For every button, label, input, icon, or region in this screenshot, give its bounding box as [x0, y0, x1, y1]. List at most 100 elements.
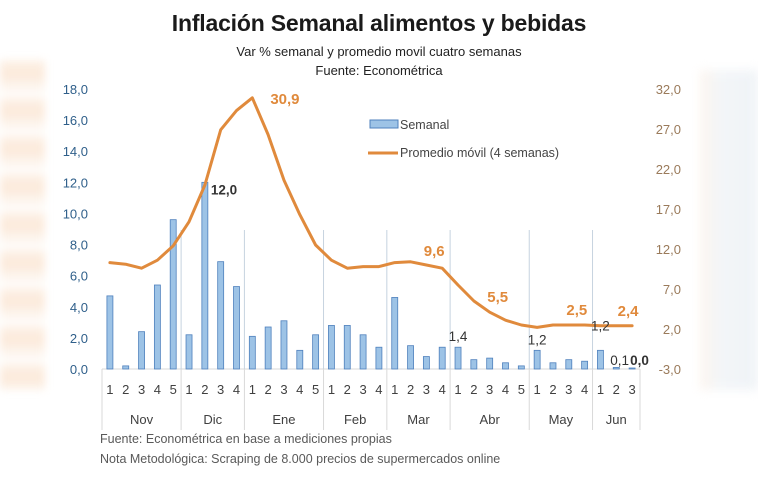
bar-series-semanal [106, 181, 636, 370]
left-axis-tick-label: 8,0 [70, 238, 88, 253]
x-month-label: Feb [344, 412, 366, 427]
left-axis-tick-label: 4,0 [70, 300, 88, 315]
right-axis-tick-label: 17,0 [656, 202, 681, 217]
right-axis-tick-label: 2,0 [663, 322, 681, 337]
bar-data-label: 0,1 [610, 353, 629, 368]
bar-semanal [343, 325, 351, 370]
bar-semanal [217, 261, 225, 370]
x-week-label: 3 [217, 382, 224, 397]
bar-semanal [391, 297, 399, 370]
line-data-label: 9,6 [424, 243, 445, 260]
right-axis-tick-label: -3,0 [659, 362, 681, 377]
left-axis-tick-label: 2,0 [70, 331, 88, 346]
x-week-label: 3 [628, 382, 635, 397]
bar-semanal [138, 331, 145, 370]
right-axis-tick-label: 12,0 [656, 242, 681, 257]
chart-source-line: Fuente: Econométrica [315, 63, 443, 78]
x-week-label: 2 [549, 382, 556, 397]
bar-data-label: 0,0 [630, 353, 649, 368]
right-axis-tick-label: 32,0 [656, 82, 681, 97]
x-week-label: 4 [439, 382, 446, 397]
bar-semanal [502, 362, 509, 370]
line-data-label: 5,5 [487, 289, 508, 306]
x-week-label: 2 [201, 382, 208, 397]
bar-semanal [296, 349, 304, 370]
chart-subtitle: Var % semanal y promedio movil cuatro se… [236, 44, 522, 59]
bar-semanal [359, 334, 367, 370]
x-week-label: 2 [122, 382, 129, 397]
bar-semanal [628, 367, 636, 370]
bar-data-label: 1,4 [449, 329, 468, 344]
legend-label-semanal: Semanal [400, 118, 449, 132]
chart-canvas: 0,02,04,06,08,010,012,014,016,018,0 -3,0… [63, 82, 681, 430]
bar-semanal [106, 295, 114, 370]
x-month-label: Mar [407, 412, 430, 427]
chart-title: Inflación Semanal alimentos y bebidas [171, 10, 587, 36]
bar-semanal [280, 320, 288, 370]
left-axis-tick-label: 16,0 [63, 113, 88, 128]
x-week-label: 3 [486, 382, 493, 397]
line-data-label: 2,4 [618, 303, 640, 320]
x-week-label: 1 [454, 382, 461, 397]
bar-semanal [122, 365, 130, 370]
left-axis-tick-label: 10,0 [63, 206, 88, 221]
x-week-label: 4 [502, 382, 509, 397]
bar-semanal [248, 335, 256, 370]
legend: Semanal Promedio móvil (4 semanas) [368, 118, 559, 160]
x-week-label: 4 [581, 382, 588, 397]
bar-semanal [233, 286, 240, 370]
bar-semanal [533, 349, 541, 370]
legend-swatch-semanal [369, 119, 399, 129]
bar-semanal [264, 326, 272, 370]
x-month-label: Abr [480, 412, 501, 427]
blurred-background-right [700, 70, 758, 390]
bar-semanal [438, 346, 446, 370]
data-labels: 12,0 1,4 1,2 1,2 0,1 0,0 30,9 9,6 5,5 2,5 2,4 [211, 91, 649, 368]
x-week-label: 1 [328, 382, 335, 397]
bar-semanal [597, 349, 604, 370]
x-week-label: 5 [518, 382, 525, 397]
x-week-label: 1 [391, 382, 398, 397]
line-data-label: 30,9 [270, 91, 299, 108]
left-axis-tick-label: 12,0 [63, 175, 88, 190]
bar-semanal [185, 334, 193, 370]
x-month-label: Ene [272, 412, 295, 427]
bar-data-label: 1,2 [591, 318, 610, 333]
legend-label-promedio: Promedio móvil (4 semanas) [400, 146, 559, 160]
bar-semanal [312, 334, 320, 370]
left-axis-tick-label: 0,0 [70, 362, 88, 377]
bar-semanal [153, 284, 161, 370]
x-week-label: 2 [344, 382, 351, 397]
bar-semanal [375, 346, 383, 370]
x-week-label: 3 [280, 382, 287, 397]
x-week-label: 5 [312, 382, 319, 397]
bar-semanal [169, 219, 177, 370]
x-week-label: 2 [407, 382, 414, 397]
x-week-label: 1 [249, 382, 256, 397]
left-axis-tick-label: 18,0 [63, 82, 88, 97]
x-week-label: 4 [375, 382, 382, 397]
blurred-background-left [0, 60, 45, 390]
bar-semanal [201, 181, 209, 370]
x-week-label: 3 [138, 382, 145, 397]
left-axis-tick-label: 6,0 [70, 269, 88, 284]
right-axis: -3,0 2,0 7,0 12,0 17,0 22,0 27,0 32,0 [656, 82, 681, 377]
bar-semanal [517, 365, 525, 370]
bar-semanal [549, 362, 557, 370]
right-axis-tick-label: 7,0 [663, 282, 681, 297]
x-week-label: 3 [423, 382, 430, 397]
x-month-label: Nov [130, 412, 154, 427]
x-week-label: 1 [534, 382, 541, 397]
bar-semanal [565, 359, 573, 370]
bar-data-label: 1,2 [528, 332, 547, 347]
footnote-methodology: Nota Metodológica: Scraping de 8.000 pre… [100, 452, 501, 466]
line-promedio-movil [108, 96, 634, 329]
right-axis-tick-label: 27,0 [656, 122, 681, 137]
x-week-label: 2 [470, 382, 477, 397]
bar-data-label: 12,0 [211, 182, 237, 197]
x-week-label: 4 [233, 382, 240, 397]
left-axis-tick-label: 14,0 [63, 144, 88, 159]
x-month-label: Dic [203, 412, 222, 427]
bar-semanal [422, 356, 430, 370]
